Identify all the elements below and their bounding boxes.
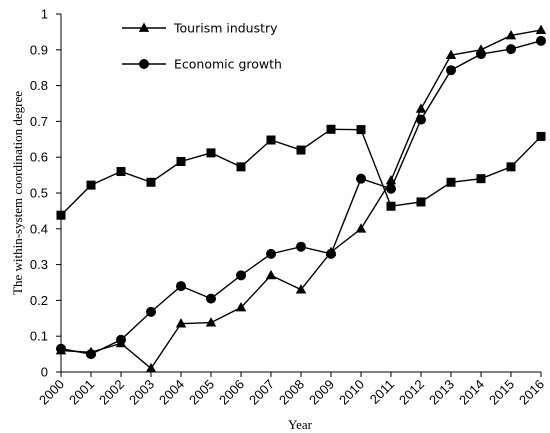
data-point-circle <box>356 173 366 184</box>
data-point-circle <box>86 349 96 360</box>
x-tick-label: 2010 <box>336 377 367 408</box>
data-point-square <box>416 197 426 207</box>
data-point-square <box>296 145 306 155</box>
y-tick-label: 1 <box>41 7 48 22</box>
series-layer <box>55 24 547 373</box>
y-tick-label: 0.8 <box>30 78 48 93</box>
data-point-circle <box>116 334 126 345</box>
data-point-square <box>386 201 396 211</box>
data-point-circle <box>506 44 516 55</box>
x-tick-label: 2009 <box>306 377 337 408</box>
data-point-triangle <box>235 302 247 312</box>
x-axis-title: Year <box>288 417 313 432</box>
data-point-square <box>116 167 126 177</box>
data-point-triangle <box>535 24 547 34</box>
data-point-circle <box>296 241 306 252</box>
data-point-circle <box>416 114 426 125</box>
x-tick-label: 2014 <box>456 377 487 408</box>
data-point-circle <box>446 65 456 76</box>
data-point-circle <box>236 270 246 281</box>
y-tick-label: 0.2 <box>30 293 48 308</box>
series-square <box>56 124 546 220</box>
data-point-square <box>176 156 186 166</box>
x-tick-label: 2015 <box>486 377 517 408</box>
series-line-circle <box>60 40 542 355</box>
x-tick-label: 2000 <box>36 377 67 408</box>
legend-triangle-marker <box>138 22 150 32</box>
data-point-triangle <box>295 284 307 294</box>
x-tick-label: 2003 <box>126 377 157 408</box>
data-point-square <box>86 180 96 190</box>
data-point-square <box>146 177 156 187</box>
x-tick-label: 2012 <box>396 377 427 408</box>
data-point-circle <box>146 306 156 317</box>
y-tick-label: 0.6 <box>30 150 48 165</box>
x-tick-label: 2006 <box>216 377 247 408</box>
x-tick-label: 2001 <box>66 377 97 408</box>
legend: Tourism industry Economic growth <box>122 21 282 72</box>
data-point-square <box>476 174 486 184</box>
data-point-square <box>266 135 276 145</box>
axes <box>60 14 541 373</box>
x-tick-label: 2013 <box>426 377 457 408</box>
x-tick-label: 2004 <box>156 377 187 408</box>
data-point-triangle <box>505 29 517 40</box>
data-point-triangle <box>355 223 367 233</box>
legend-item-economic: Economic growth <box>122 57 282 72</box>
x-tick-label: 2016 <box>516 377 547 408</box>
series-triangle <box>55 24 547 373</box>
x-ticks: 2000200120022003200420052006200720082009… <box>36 372 547 408</box>
series-line-triangle <box>60 29 542 370</box>
x-tick-label: 2005 <box>186 377 217 408</box>
x-tick-label: 2007 <box>246 377 277 408</box>
series-line-square <box>60 128 542 216</box>
data-point-triangle <box>265 269 277 280</box>
legend-item-tourism: Tourism industry <box>122 21 278 36</box>
data-point-circle <box>476 49 486 60</box>
x-tick-label: 2011 <box>367 377 397 407</box>
data-point-circle <box>266 248 276 259</box>
data-point-triangle <box>145 362 157 373</box>
data-point-square <box>446 177 456 187</box>
y-tick-label: 0.9 <box>30 42 48 57</box>
y-tick-label: 0.5 <box>30 186 48 201</box>
data-point-triangle <box>205 317 217 327</box>
x-tick-label: 2002 <box>96 377 127 408</box>
data-point-circle <box>326 248 336 259</box>
data-point-square <box>506 162 516 172</box>
data-point-square <box>206 148 216 158</box>
data-point-square <box>56 210 66 220</box>
data-point-square <box>536 131 546 141</box>
legend-label-tourism: Tourism industry <box>173 21 278 36</box>
y-tick-label: 0.3 <box>30 257 48 272</box>
y-tick-label: 0.7 <box>30 114 48 129</box>
data-point-circle <box>536 35 546 46</box>
data-point-triangle <box>175 318 187 328</box>
data-point-circle <box>386 183 396 194</box>
y-tick-label: 0.4 <box>30 221 48 236</box>
series-circle <box>56 35 546 360</box>
data-point-triangle <box>415 103 427 113</box>
y-tick-label: 0.1 <box>30 329 48 344</box>
data-point-circle <box>176 281 186 292</box>
y-ticks: 0 0.1 0.2 0.3 0.4 0.5 0.6 0.7 0.8 0.9 1 <box>30 7 61 380</box>
data-point-square <box>356 125 366 135</box>
data-point-square <box>326 124 336 134</box>
data-point-square <box>236 162 246 172</box>
legend-circle-marker <box>139 59 149 69</box>
x-tick-label: 2008 <box>276 377 307 408</box>
data-point-circle <box>56 343 66 354</box>
y-tick-label: 0 <box>41 365 48 380</box>
data-point-circle <box>206 293 216 304</box>
y-axis-title: The within-system coordination degree <box>10 91 25 295</box>
legend-label-economic: Economic growth <box>174 57 282 72</box>
data-point-triangle <box>445 49 457 60</box>
